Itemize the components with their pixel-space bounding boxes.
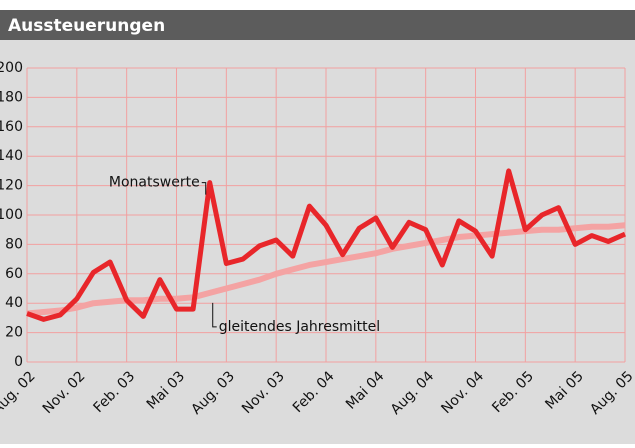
annotation-bracket (201, 182, 207, 195)
y-tick-label: 140 (0, 148, 23, 164)
series-line (26, 168, 627, 322)
y-tick-label: 60 (5, 266, 23, 282)
y-tick-label: 180 (0, 89, 23, 105)
y-tick-label: 0 (14, 354, 23, 370)
y-tick-label: 100 (0, 207, 23, 223)
y-tick-label: 200 (0, 60, 23, 76)
annotation-bracket (212, 302, 217, 328)
y-tick-label: 20 (5, 325, 23, 341)
y-tick-label: 120 (0, 178, 23, 194)
plot-background (0, 40, 635, 444)
y-tick-label: 40 (5, 295, 23, 311)
series-label: Monatswerte (109, 175, 200, 191)
y-tick-label: 80 (5, 236, 23, 252)
header-bar (0, 10, 635, 40)
y-tick-label: 160 (0, 119, 23, 135)
chart-title: Aussteuerungen (8, 16, 165, 36)
series-label: gleitendes Jahresmittel (219, 319, 380, 335)
